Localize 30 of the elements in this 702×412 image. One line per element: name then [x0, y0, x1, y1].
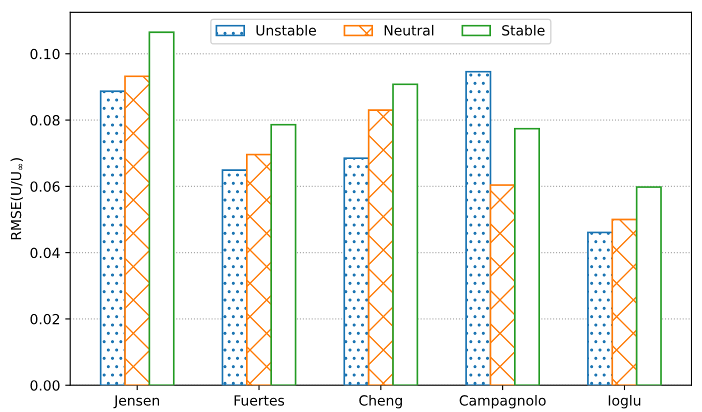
bar: [100, 90, 126, 386]
y-tick-label: 0.04: [30, 248, 60, 258]
bar: [490, 184, 516, 386]
bar: [124, 75, 150, 386]
bar: [514, 128, 540, 386]
bar: [368, 109, 394, 386]
bar: [636, 186, 662, 386]
y-tick-label: 0.02: [30, 314, 60, 324]
x-tick-label: Jensen: [113, 395, 160, 408]
bar: [343, 157, 370, 386]
bar: [222, 169, 248, 386]
y-tick-label: 0.10: [30, 48, 60, 60]
legend-label: Unstable: [256, 24, 316, 36]
legend-label: Stable: [502, 24, 545, 36]
y-tick-label: 0.08: [30, 115, 60, 126]
x-tick-label: Campagnolo: [460, 394, 546, 408]
bar: [587, 232, 614, 386]
bar: [611, 218, 638, 386]
x-tick-label: Fuertes: [234, 395, 284, 406]
bar: [465, 70, 492, 386]
y-axis-title: RMSE(U/U$_{∞}$): [10, 158, 23, 240]
x-tick-label: Cheng: [359, 394, 402, 408]
y-tick-label: 0.00: [30, 380, 60, 391]
x-tick-label: Ioglu: [608, 394, 640, 408]
bar: [270, 124, 296, 386]
bar: [246, 154, 272, 386]
bar: [148, 31, 175, 386]
legend-label: Neutral: [384, 24, 434, 36]
y-tick-label: 0.06: [30, 181, 60, 192]
bar: [392, 83, 418, 386]
